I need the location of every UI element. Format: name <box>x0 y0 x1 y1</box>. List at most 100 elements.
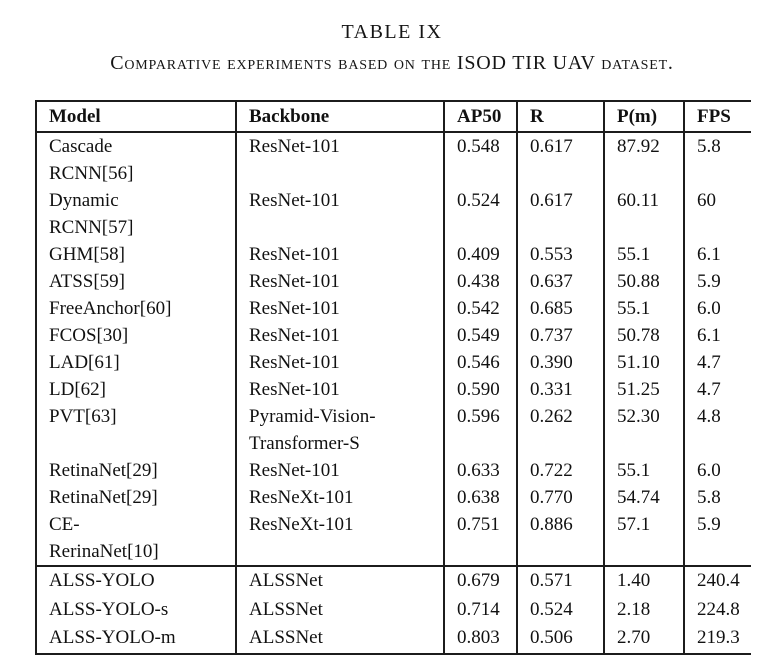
results-table: Model Backbone AP50 R P(m) FPS Cascade R… <box>35 100 751 655</box>
cell-pm: 54.74 <box>604 484 685 511</box>
cell-r: 0.571 <box>517 565 605 596</box>
cell-r: 0.617 <box>517 187 605 241</box>
cell-pm: 1.40 <box>604 565 685 596</box>
cell-pm: 2.70 <box>604 624 685 654</box>
cell-pm: 60.11 <box>604 187 685 241</box>
cell-model: LD[62] <box>36 376 237 403</box>
cell-fps: 5.9 <box>697 271 721 292</box>
table-row: PVT[63] Pyramid-Vision- Transformer-S 0.59… <box>36 403 751 457</box>
col-header-model: Model <box>36 101 237 133</box>
col-header-pm: P(m) <box>604 101 685 133</box>
cell-ap50: 0.549 <box>444 322 518 349</box>
cell-model: ALSS-YOLO <box>36 565 237 596</box>
cell-pm: 2.18 <box>604 595 685 624</box>
table-row: Cascade RCNN[56] ResNet-101 0.548 0.617 87.9… <box>36 132 751 187</box>
cell-r: 0.737 <box>517 322 605 349</box>
cell-backbone: ResNet-101 <box>236 349 445 376</box>
cell-model: Dynamic RCNN[57] <box>36 187 237 241</box>
cell-r: 0.331 <box>517 376 605 403</box>
cell-backbone: ResNet-101 <box>236 376 445 403</box>
cell-model: ALSS-YOLO-m <box>36 624 237 654</box>
cell-r: 0.524 <box>517 595 605 624</box>
cell-fps: 4.7 <box>697 379 721 400</box>
cell-backbone: ResNet-101 <box>236 268 445 295</box>
cell-ap50: 0.524 <box>444 187 518 241</box>
table-row: Dynamic RCNN[57] ResNet-101 0.524 0.617 60.1… <box>36 187 751 241</box>
table-row: LAD[61] ResNet-101 0.546 0.390 51.10 4.7 <box>36 349 751 376</box>
cell-fps: 4.7 <box>697 352 721 373</box>
cell-backbone: ResNeXt-101 <box>236 511 445 566</box>
cell-pm: 55.1 <box>604 457 685 484</box>
cell-pm: 55.1 <box>604 241 685 268</box>
cell-r: 0.637 <box>517 268 605 295</box>
table-row: ATSS[59] ResNet-101 0.438 0.637 50.88 5.9 <box>36 268 751 295</box>
cell-ap50: 0.438 <box>444 268 518 295</box>
table-row: FCOS[30] ResNet-101 0.549 0.737 50.78 6.1 <box>36 322 751 349</box>
cell-pm: 51.25 <box>604 376 685 403</box>
cell-fps: 240.4 <box>684 565 751 596</box>
cell-fps: 5.9 <box>697 514 721 535</box>
cell-fps: 6.0 <box>697 460 721 481</box>
col-header-ap50: AP50 <box>444 101 518 133</box>
table-row: LD[62] ResNet-101 0.590 0.331 51.25 4.7 <box>36 376 751 403</box>
cell-ap50: 0.596 <box>444 403 518 457</box>
table-row: GHM[58] ResNet-101 0.409 0.553 55.1 6.1 <box>36 241 751 268</box>
cell-r: 0.886 <box>517 511 605 566</box>
table-row: ALSS-YOLO ALSSNet 0.679 0.571 1.40 240.4 <box>36 565 751 596</box>
cell-fps: 219.3 <box>697 627 740 648</box>
cell-ap50: 0.679 <box>444 565 518 596</box>
cell-model: GHM[58] <box>36 241 237 268</box>
cell-pm: 57.1 <box>604 511 685 566</box>
cell-ap50: 0.542 <box>444 295 518 322</box>
cell-backbone: ALSSNet <box>236 624 445 654</box>
cell-backbone: ResNet-101 <box>236 322 445 349</box>
cell-model: ATSS[59] <box>36 268 237 295</box>
cell-ap50: 0.633 <box>444 457 518 484</box>
cell-backbone: ResNet-101 <box>236 457 445 484</box>
cell-pm: 52.30 <box>604 403 685 457</box>
cell-r: 0.390 <box>517 349 605 376</box>
cell-backbone: ALSSNet <box>236 595 445 624</box>
cell-r: 0.770 <box>517 484 605 511</box>
cell-fps: 6.1 <box>697 244 721 265</box>
cell-r: 0.553 <box>517 241 605 268</box>
table-label: TABLE IX <box>341 21 443 43</box>
cell-backbone: ResNet-101 <box>236 241 445 268</box>
table-row: ALSS-YOLO-s ALSSNet 0.714 0.524 2.18 224.8 <box>36 595 751 624</box>
cell-backbone: ResNet-101 <box>236 295 445 322</box>
cell-backbone: Pyramid-Vision- Transformer-S <box>236 403 445 457</box>
header-row: Model Backbone AP50 R P(m) FPS <box>36 101 751 133</box>
cell-ap50: 0.548 <box>444 132 518 187</box>
col-header-fps: FPS <box>684 101 751 133</box>
cell-ap50: 0.638 <box>444 484 518 511</box>
cell-model: FCOS[30] <box>36 322 237 349</box>
cell-ap50: 0.751 <box>444 511 518 566</box>
cell-ap50: 0.714 <box>444 595 518 624</box>
cell-pm: 87.92 <box>604 132 685 187</box>
results-table-body: Cascade RCNN[56] ResNet-101 0.548 0.617 87.9… <box>36 132 751 654</box>
cell-model: FreeAnchor[60] <box>36 295 237 322</box>
cell-backbone: ALSSNet <box>236 565 445 596</box>
cell-model: LAD[61] <box>36 349 237 376</box>
cell-r: 0.506 <box>517 624 605 654</box>
cell-fps: 6.1 <box>697 325 721 346</box>
cell-fps: 224.8 <box>697 598 740 620</box>
table-row: ALSS-YOLO-m ALSSNet 0.803 0.506 2.70 219.3 <box>36 624 751 654</box>
cell-model: PVT[63] <box>36 403 237 457</box>
cell-r: 0.262 <box>517 403 605 457</box>
cell-backbone: ResNet-101 <box>236 187 445 241</box>
col-header-r: R <box>517 101 605 133</box>
table-row: RetinaNet[29] ResNeXt-101 0.638 0.770 54.74 5… <box>36 484 751 511</box>
table-caption: TABLE IX Comparative experiments based o… <box>0 0 784 75</box>
cell-ap50: 0.803 <box>444 624 518 654</box>
cell-r: 0.617 <box>517 132 605 187</box>
cell-fps: 6.0 <box>697 298 721 319</box>
cell-fps: 60 <box>697 190 716 211</box>
table-row: CE- RerinaNet[10] ResNeXt-101 0.751 0.886 57… <box>36 511 751 566</box>
cell-r: 0.685 <box>517 295 605 322</box>
cell-fps: 5.8 <box>697 487 721 508</box>
cell-ap50: 0.590 <box>444 376 518 403</box>
cell-model: RetinaNet[29] <box>36 484 237 511</box>
cell-r: 0.722 <box>517 457 605 484</box>
